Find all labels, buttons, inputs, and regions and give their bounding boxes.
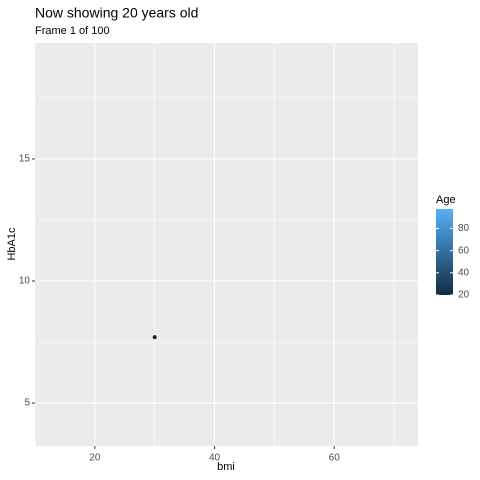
y-tick-label: 5	[24, 398, 30, 409]
y-tick-label: 10	[19, 276, 31, 287]
legend-tick-label: 40	[458, 267, 470, 278]
x-tick-label: 20	[89, 453, 101, 464]
y-tick-label: 15	[19, 154, 31, 165]
legend-tick-label: 60	[458, 245, 470, 256]
colorbar	[436, 209, 453, 295]
x-axis-label: bmi	[217, 461, 235, 473]
x-tick-label: 60	[329, 453, 341, 464]
panel	[35, 43, 418, 446]
chart-title: Now showing 20 years old	[35, 5, 198, 21]
x-tick-label: 40	[209, 453, 221, 464]
y-axis-label: HbA1c	[6, 227, 18, 261]
point	[152, 335, 157, 340]
legend-tick-label: 80	[458, 223, 470, 234]
legend-tick-label: 20	[458, 290, 470, 301]
chart-subtitle: Frame 1 of 100	[35, 25, 110, 37]
legend-title: Age	[436, 194, 456, 206]
